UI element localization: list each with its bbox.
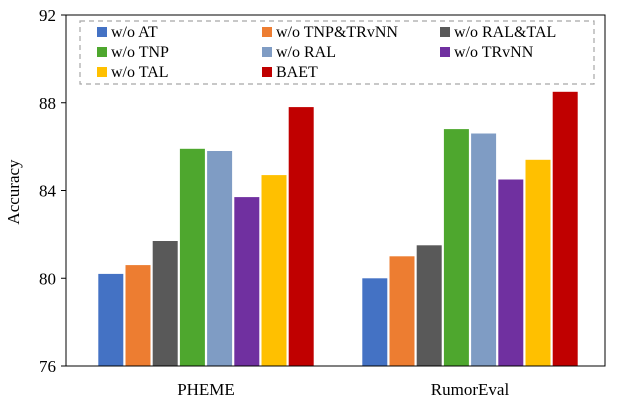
bar-w-o-at-rumoreval bbox=[362, 278, 388, 367]
bar-w-o-ral-tal-rumoreval bbox=[416, 245, 442, 366]
x-tick-label: PHEME bbox=[177, 380, 235, 399]
legend-swatch bbox=[262, 47, 272, 57]
bar-w-o-ral-rumoreval bbox=[471, 133, 497, 366]
legend-label: w/o RAL&TAL bbox=[454, 24, 556, 41]
legend-label: w/o TAL bbox=[111, 64, 169, 81]
legend-swatch bbox=[97, 47, 107, 57]
legend-swatch bbox=[262, 27, 272, 37]
bar-w-o-tnp-trvnn-pheme bbox=[125, 265, 151, 366]
y-axis-title-group: Accuracy bbox=[4, 159, 23, 225]
legend-swatch bbox=[440, 27, 450, 37]
legend-label: w/o TNP bbox=[111, 44, 169, 61]
bar-w-o-tnp-rumoreval bbox=[443, 129, 469, 366]
bars-layer bbox=[98, 91, 578, 367]
bar-w-o-trvnn-pheme bbox=[234, 197, 260, 366]
legend-swatch bbox=[262, 67, 272, 77]
bar-baet-rumoreval bbox=[552, 91, 578, 367]
y-tick-label: 92 bbox=[39, 6, 56, 25]
legend-label: w/o AT bbox=[111, 24, 158, 41]
y-tick-label: 88 bbox=[39, 94, 56, 113]
legend-swatch bbox=[97, 67, 107, 77]
legend-label: w/o RAL bbox=[276, 44, 336, 61]
legend-label: w/o TNP&TRvNN bbox=[276, 24, 398, 41]
y-tick-label: 76 bbox=[39, 357, 56, 376]
bar-w-o-tnp-trvnn-rumoreval bbox=[389, 256, 415, 366]
legend-label: w/o TRvNN bbox=[454, 44, 534, 61]
bar-w-o-trvnn-rumoreval bbox=[498, 179, 524, 366]
y-tick-label: 84 bbox=[39, 182, 57, 201]
legend-label: BAET bbox=[276, 64, 318, 81]
bar-w-o-ral-pheme bbox=[207, 151, 233, 366]
legend: w/o AT w/o TNP&TRvNN w/o RAL&TAL w/o TNP w/o… bbox=[79, 20, 595, 85]
legend-swatch bbox=[440, 47, 450, 57]
legend-box bbox=[79, 20, 595, 85]
bar-w-o-ral-tal-pheme bbox=[152, 241, 178, 366]
legend-swatch bbox=[97, 27, 107, 37]
bar-baet-pheme bbox=[288, 107, 314, 366]
x-tick-label: RumorEval bbox=[431, 380, 510, 399]
bar-w-o-at-pheme bbox=[98, 273, 124, 366]
bar-w-o-tal-rumoreval bbox=[525, 159, 551, 366]
bar-w-o-tal-pheme bbox=[261, 175, 287, 366]
axes-layer: 76 80 84 88 92 PHEME RumorEval bbox=[39, 6, 606, 399]
bar-w-o-tnp-pheme bbox=[179, 148, 205, 366]
y-axis-title: Accuracy bbox=[4, 159, 23, 225]
y-tick-label: 80 bbox=[39, 269, 56, 288]
